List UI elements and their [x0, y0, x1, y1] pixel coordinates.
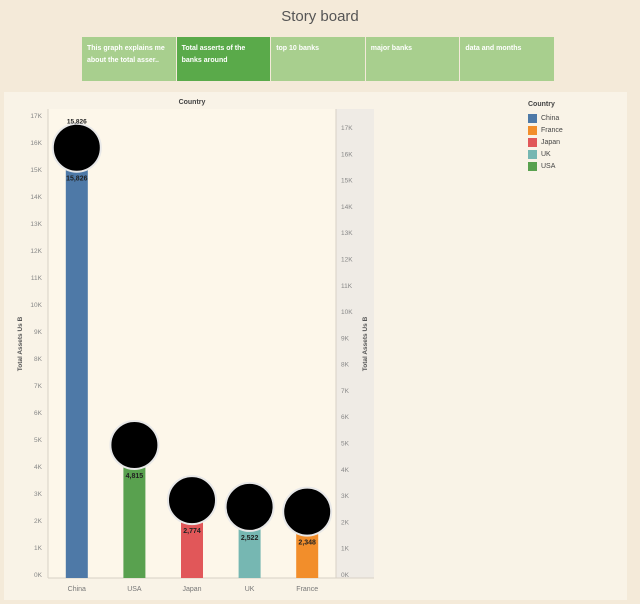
y2-tick-label: 8K — [341, 362, 350, 369]
highlight-ring — [170, 478, 214, 522]
y-axis-title: Total Assets Us B — [17, 316, 24, 371]
bar-value-label: 2,348 — [298, 540, 316, 547]
legend-label: USA — [541, 162, 556, 170]
y2-tick-label: 12K — [341, 256, 353, 263]
y2-tick-label: 7K — [341, 388, 350, 395]
y2-tick-label: 11K — [341, 283, 353, 290]
y-tick-label: 3K — [34, 491, 43, 498]
tab-total-asserts[interactable]: Total asserts of the banks around — [176, 37, 272, 81]
y2-tick-label: 13K — [341, 230, 353, 237]
y-tick-label: 13K — [30, 221, 42, 228]
y2-axis-title: Total Assets Us B — [362, 316, 369, 371]
highlight-ring — [228, 485, 272, 529]
legend-swatch — [528, 161, 537, 171]
secondary-axis-panel — [336, 109, 374, 578]
y2-tick-label: 14K — [341, 204, 353, 211]
highlight-marker — [109, 419, 160, 470]
bar-china — [65, 147, 88, 578]
highlight-marker — [282, 486, 333, 537]
y2-tick-label: 6K — [341, 414, 350, 421]
y-tick-label: 14K — [30, 194, 42, 201]
bar-value-label: 2,774 — [183, 528, 201, 535]
y-tick-label: 8K — [34, 356, 43, 363]
y2-tick-label: 5K — [341, 441, 350, 448]
x-tick-label: USA — [127, 586, 142, 593]
x-tick-label: China — [68, 586, 86, 593]
y2-tick-label: 0K — [341, 572, 350, 579]
chart-title: Country — [179, 99, 206, 106]
legend-swatch — [528, 113, 537, 123]
y-tick-label: 0K — [34, 572, 43, 579]
y2-tick-label: 2K — [341, 519, 350, 526]
legend-item-china[interactable]: China — [528, 112, 563, 124]
bar-value-label: 15,826 — [66, 176, 88, 183]
bar-usa — [123, 444, 146, 578]
legend-swatch — [528, 137, 537, 147]
y2-tick-label: 9K — [341, 335, 350, 342]
highlight-ring — [55, 126, 99, 170]
story-tabs: This graph explains me about the total a… — [82, 37, 555, 81]
y-tick-label: 11K — [31, 275, 43, 282]
x-tick-label: Japan — [182, 586, 201, 593]
bar-value-label: 2,522 — [241, 535, 259, 542]
y2-tick-label: 17K — [341, 125, 353, 132]
legend-label: China — [541, 114, 560, 122]
y-tick-label: 2K — [34, 518, 43, 525]
y-tick-label: 10K — [30, 302, 42, 309]
legend-label: France — [541, 126, 563, 134]
y-tick-label: 9K — [34, 329, 43, 336]
tab-top-10-banks[interactable]: top 10 banks — [271, 37, 366, 81]
legend-item-japan[interactable]: Japan — [528, 136, 563, 148]
y2-tick-label: 16K — [341, 151, 353, 158]
y-tick-label: 5K — [34, 437, 43, 444]
legend: Country China France Japan UK USA — [528, 101, 563, 172]
legend-title: Country — [528, 101, 555, 108]
y-tick-label: 16K — [30, 140, 42, 147]
top-value-label: 15,826 — [67, 119, 87, 126]
tab-graph-explains[interactable]: This graph explains me about the total a… — [82, 37, 177, 81]
y-tick-label: 6K — [34, 410, 43, 417]
legend-swatch — [528, 125, 537, 135]
y2-tick-label: 1K — [341, 546, 350, 553]
x-tick-label: France — [296, 586, 318, 593]
legend-swatch — [528, 149, 537, 159]
legend-label: UK — [541, 150, 551, 158]
y2-tick-label: 4K — [341, 467, 350, 474]
y2-tick-label: 15K — [341, 178, 353, 185]
bar-value-label: 4,815 — [126, 473, 144, 480]
highlight-marker — [51, 122, 102, 173]
tab-major-banks[interactable]: major banks — [365, 37, 461, 81]
legend-item-uk[interactable]: UK — [528, 148, 563, 160]
legend-item-usa[interactable]: USA — [528, 160, 563, 172]
legend-item-france[interactable]: France — [528, 124, 563, 136]
y-tick-label: 1K — [34, 545, 43, 552]
y2-tick-label: 3K — [341, 493, 350, 500]
y2-tick-label: 10K — [341, 309, 353, 316]
highlight-marker — [224, 481, 275, 532]
page-title: Story board — [281, 8, 359, 25]
y-tick-label: 17K — [30, 113, 42, 120]
highlight-ring — [285, 490, 329, 534]
highlight-ring — [112, 423, 156, 467]
tab-data-and-months[interactable]: data and months — [460, 37, 555, 81]
y-tick-label: 4K — [34, 464, 43, 471]
y-tick-label: 15K — [30, 167, 42, 174]
legend-label: Japan — [541, 138, 561, 146]
y-tick-label: 7K — [34, 383, 43, 390]
y-tick-label: 12K — [30, 248, 42, 255]
highlight-marker — [167, 475, 217, 526]
x-tick-label: UK — [245, 586, 255, 593]
